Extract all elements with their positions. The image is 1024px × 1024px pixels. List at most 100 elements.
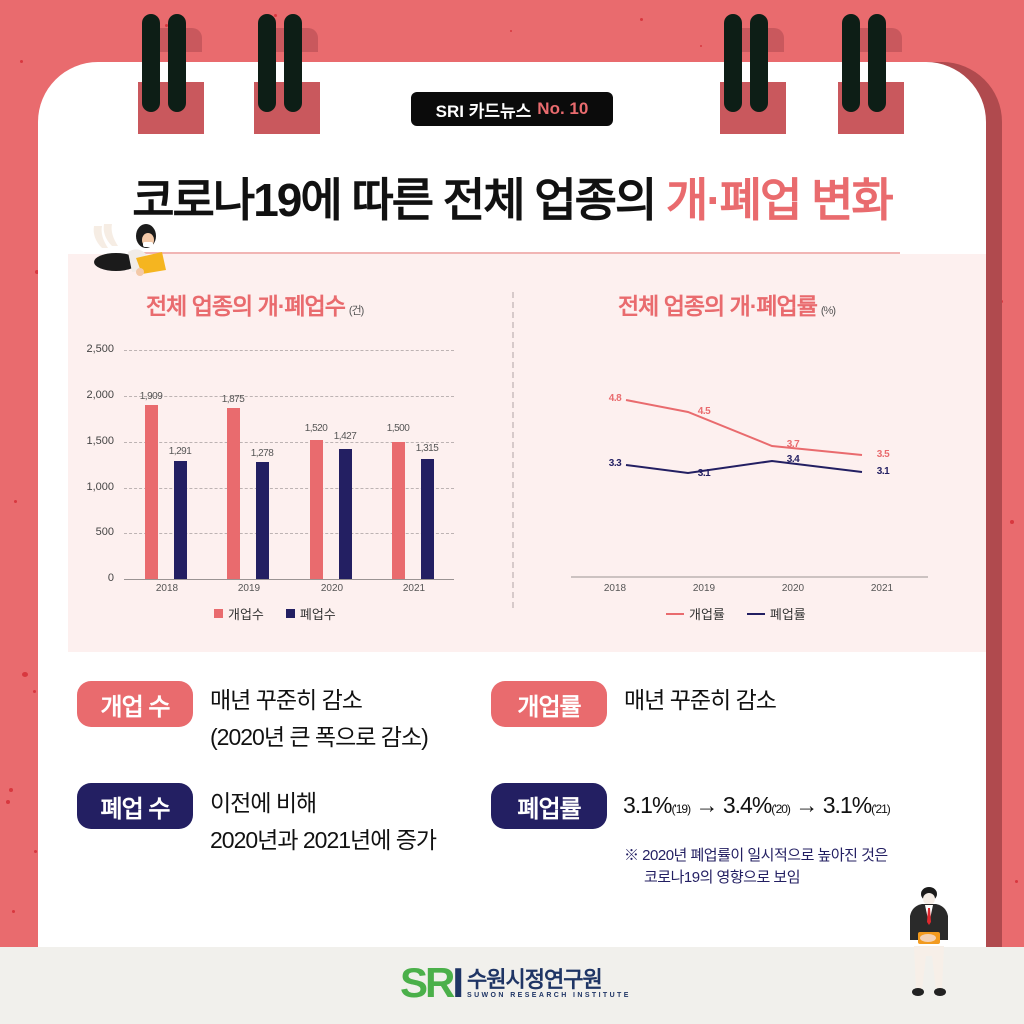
rate-value: 3.4% xyxy=(722,792,772,818)
gridline xyxy=(124,350,454,351)
org-name-en: SUWON RESEARCH INSTITUTE xyxy=(467,991,631,999)
x-tick: 2021 xyxy=(402,583,426,594)
bar-chart-title: 전체 업종의 개·폐업수 (건) xyxy=(146,287,364,321)
legend-item-open: 개업률 xyxy=(666,604,725,623)
binder-ring-left-1 xyxy=(138,0,204,136)
sitting-man-illustration xyxy=(910,887,948,996)
point-label-close: 3.4 xyxy=(786,454,800,465)
x-tick: 2020 xyxy=(320,583,344,594)
arrow-icon: → xyxy=(795,792,818,818)
title-divider xyxy=(140,252,900,254)
bar-close-2019 xyxy=(256,462,269,579)
x-tick: 2021 xyxy=(870,583,894,594)
legend-swatch-open xyxy=(666,612,684,615)
badge-prefix: SRI 카드뉴스 xyxy=(435,101,532,121)
title-main: 코로나19에 따른 전체 업종의 xyxy=(132,174,667,226)
bar-close-2020 xyxy=(339,449,352,579)
open-rate-description: 매년 꾸준히 감소 xyxy=(624,682,777,719)
legend-swatch-close xyxy=(285,609,295,618)
pill-open-count: 개업 수 xyxy=(77,681,193,727)
legend-label: 폐업수 xyxy=(299,608,336,623)
value-label-open: 1,875 xyxy=(221,394,245,405)
footnote-line: 코로나19의 영향으로 보임 xyxy=(644,869,801,886)
x-tick: 2019 xyxy=(692,583,716,594)
y-tick: 1,000 xyxy=(86,481,114,493)
binder-ring-left-2 xyxy=(254,0,320,136)
x-tick: 2018 xyxy=(603,583,627,594)
bar-chart-legend: 개업수 폐업수 xyxy=(214,604,336,623)
y-tick: 0 xyxy=(107,572,114,584)
reading-girl-illustration xyxy=(93,224,166,276)
bar-close-2021 xyxy=(421,459,434,579)
bar-open-2019 xyxy=(227,408,240,579)
logo-letter: I xyxy=(452,959,464,1006)
page-title: 코로나19에 따른 전체 업종의 개·폐업 변화 xyxy=(0,164,1024,230)
legend-label: 개업수 xyxy=(228,608,264,623)
line-chart-unit: (%) xyxy=(820,305,836,317)
gridline xyxy=(124,533,454,534)
bar-chart-title-text: 전체 업종의 개·폐업수 xyxy=(146,293,346,319)
sri-logo: SRI 수원시정연구원 SUWON RESEARCH INSTITUTE xyxy=(400,962,631,1004)
series-badge: SRI 카드뉴스 No. 10 xyxy=(411,92,613,126)
value-label-open: 1,909 xyxy=(139,391,163,402)
x-tick: 2018 xyxy=(155,583,179,594)
close-count-description: 이전에 비해 2020년과 2021년에 증가 xyxy=(210,785,437,859)
binder-ring-right-2 xyxy=(838,0,904,136)
y-tick: 2,500 xyxy=(86,343,114,355)
line-chart-legend: 개업률 폐업률 xyxy=(666,604,806,623)
footnote-line: ※ 2020년 폐업률이 일시적으로 높아진 것은 xyxy=(624,847,888,864)
bar-open-2021 xyxy=(392,442,405,579)
logo-text: 수원시정연구원 SUWON RESEARCH INSTITUTE xyxy=(467,966,631,999)
logo-letter: S xyxy=(400,959,428,1006)
gridline xyxy=(124,442,454,443)
point-label-open: 4.8 xyxy=(608,393,622,404)
gridline xyxy=(124,396,454,397)
chart-divider xyxy=(512,292,514,608)
value-label-close: 1,315 xyxy=(415,443,439,454)
point-label-open: 4.5 xyxy=(697,406,711,417)
y-tick: 1,500 xyxy=(86,435,114,447)
pill-open-rate: 개업률 xyxy=(491,681,607,727)
point-label-close: 3.3 xyxy=(608,458,622,469)
legend-swatch-open xyxy=(214,609,223,618)
point-label-open: 3.5 xyxy=(876,449,890,460)
desc-line: (2020년 큰 폭으로 감소) xyxy=(210,724,429,750)
value-label-open: 1,500 xyxy=(386,423,410,434)
value-label-close: 1,427 xyxy=(333,431,357,442)
org-name-ko: 수원시정연구원 xyxy=(467,966,603,992)
legend-item-open: 개업수 xyxy=(214,604,264,623)
rate-year: ('20) xyxy=(771,802,791,816)
desc-line: 매년 꾸준히 감소 xyxy=(210,687,363,713)
rate-value: 3.1% xyxy=(623,792,672,818)
bar-close-2018 xyxy=(174,461,187,579)
x-tick: 2019 xyxy=(237,583,261,594)
bar-open-2018 xyxy=(145,405,158,579)
point-label-close: 3.1 xyxy=(697,468,711,479)
legend-label: 개업률 xyxy=(689,608,725,623)
y-tick: 500 xyxy=(95,526,114,538)
bar-open-2020 xyxy=(310,440,323,579)
y-tick: 2,000 xyxy=(86,389,114,401)
x-tick: 2020 xyxy=(781,583,805,594)
open-count-description: 매년 꾸준히 감소 (2020년 큰 폭으로 감소) xyxy=(210,682,429,756)
close-rate-description: 3.1%('19) → 3.4%('20) → 3.1%('21) xyxy=(623,787,891,828)
arrow-icon: → xyxy=(695,792,718,818)
value-label-open: 1,520 xyxy=(304,423,328,434)
line-chart-title: 전체 업종의 개·폐업률 (%) xyxy=(618,287,836,321)
desc-line: 2020년과 2021년에 증가 xyxy=(210,827,437,853)
legend-label: 폐업률 xyxy=(769,608,806,623)
value-label-close: 1,278 xyxy=(250,448,274,459)
value-label-close: 1,291 xyxy=(168,446,192,457)
rate-value: 3.1% xyxy=(822,792,872,818)
desc-line: 매년 꾸준히 감소 xyxy=(624,687,777,713)
desc-line: 이전에 비해 xyxy=(210,790,317,816)
pill-close-count: 폐업 수 xyxy=(77,783,193,829)
logo-letter: R xyxy=(425,959,455,1006)
pill-close-rate: 폐업률 xyxy=(491,783,607,829)
footer xyxy=(0,947,1024,1024)
logo-mark: SRI xyxy=(400,959,464,1006)
title-highlight: 개·폐업 변화 xyxy=(666,174,894,226)
legend-item-close: 폐업률 xyxy=(746,604,806,623)
legend-item-close: 폐업수 xyxy=(285,604,336,623)
footnote: ※ 2020년 폐업률이 일시적으로 높아진 것은 코로나19의 영향으로 보임 xyxy=(624,845,888,889)
